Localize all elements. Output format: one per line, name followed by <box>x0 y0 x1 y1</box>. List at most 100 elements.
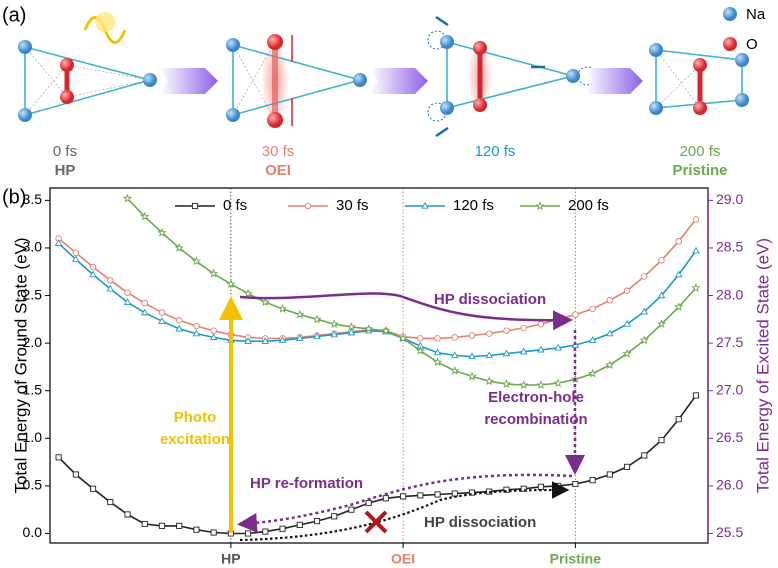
point <box>122 193 133 203</box>
annotation: HP re-formation <box>250 475 363 492</box>
annotation: Electron-hole <box>488 389 584 406</box>
state-name: OEI <box>265 162 291 179</box>
point <box>519 380 529 389</box>
point <box>520 485 527 492</box>
point <box>622 348 632 358</box>
point <box>417 335 424 342</box>
point <box>641 452 648 459</box>
point <box>503 486 510 493</box>
point <box>245 530 252 537</box>
point <box>450 365 460 375</box>
annotation: HP dissociation <box>434 291 546 308</box>
point <box>124 289 131 296</box>
point <box>640 307 649 315</box>
point <box>331 513 338 520</box>
point <box>520 324 527 332</box>
molecule <box>649 43 749 115</box>
legend-label: O <box>746 36 758 53</box>
y-tick-label: 2.0 <box>23 334 43 350</box>
point <box>55 454 62 461</box>
point <box>193 526 200 533</box>
point <box>537 320 545 328</box>
y2-tick-label: 27.0 <box>716 381 743 397</box>
y-tick-label: 3.0 <box>23 239 43 255</box>
point <box>588 336 597 343</box>
point <box>658 437 665 444</box>
point <box>606 471 613 478</box>
point <box>641 273 648 280</box>
point <box>157 227 167 237</box>
point <box>675 238 682 245</box>
point <box>692 392 699 399</box>
y-tick-label: 3.5 <box>23 191 43 207</box>
point <box>295 334 304 342</box>
legend-atom <box>723 37 737 51</box>
schematic: (a) <box>2 4 766 138</box>
point <box>278 336 287 343</box>
point <box>503 327 510 335</box>
y-tick-label: 2.5 <box>23 286 43 302</box>
point <box>296 521 303 528</box>
state-time: 30 fs <box>262 143 295 160</box>
point <box>623 463 631 470</box>
point <box>605 360 615 369</box>
point <box>589 305 596 313</box>
point <box>295 309 305 319</box>
reformation-arrow <box>237 473 573 533</box>
point <box>691 283 701 292</box>
point <box>623 287 631 295</box>
y-tick-label: 1.0 <box>23 429 43 445</box>
molecule <box>18 40 157 122</box>
point <box>140 211 150 221</box>
annotation: excitation <box>160 431 230 448</box>
point <box>90 485 97 492</box>
point <box>176 522 183 529</box>
point <box>192 329 201 337</box>
point <box>209 333 218 341</box>
point <box>330 330 338 338</box>
legend-label: 0 fs <box>223 197 247 214</box>
point <box>485 351 494 359</box>
point <box>537 345 545 353</box>
point <box>141 520 148 528</box>
panel-label: (b) <box>2 186 26 208</box>
x-tick-label: HP <box>221 551 240 567</box>
point <box>553 378 563 388</box>
point <box>519 347 528 355</box>
y-tick-label: 1.5 <box>23 381 43 397</box>
point <box>589 477 596 484</box>
point <box>572 480 579 488</box>
point <box>484 376 494 386</box>
point <box>107 277 114 284</box>
point <box>158 309 166 316</box>
point <box>434 491 441 498</box>
point <box>347 328 356 336</box>
point <box>304 202 312 210</box>
point <box>432 357 443 367</box>
point <box>123 298 132 305</box>
y-tick-label: 0.5 <box>23 477 43 493</box>
point <box>674 302 684 311</box>
annotation: HP dissociation <box>424 514 536 531</box>
legend-label: 120 fs <box>453 197 494 214</box>
point <box>417 492 424 499</box>
point <box>657 291 666 299</box>
legend-label: 200 fs <box>568 197 609 214</box>
molecule <box>427 15 597 138</box>
y-tick-label: 0.0 <box>23 524 43 540</box>
annotation: Photo <box>174 409 217 426</box>
point <box>158 317 166 324</box>
point <box>54 239 63 246</box>
annotation: recombination <box>484 411 587 428</box>
point <box>398 333 408 343</box>
molecule <box>226 34 367 128</box>
point <box>572 311 579 318</box>
point <box>72 249 80 256</box>
y2-tick-label: 28.0 <box>716 286 743 302</box>
point <box>312 314 322 324</box>
point <box>692 246 700 254</box>
point <box>674 270 683 278</box>
point <box>365 499 372 507</box>
point <box>191 202 199 210</box>
